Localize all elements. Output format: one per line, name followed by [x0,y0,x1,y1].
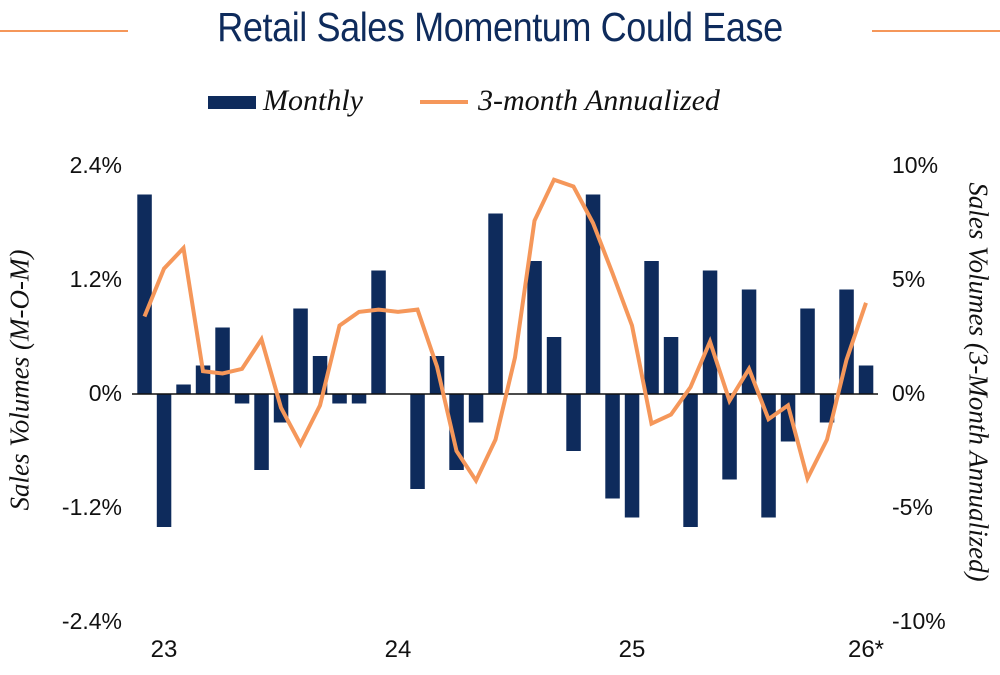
chart-title: Retail Sales Momentum Could Ease [217,4,783,50]
y-tick-left: -2.4% [61,608,122,634]
bar-monthly [137,194,152,394]
bar-monthly [215,327,230,394]
x-tick: 25 [618,636,646,663]
monthly-bars [137,194,874,527]
bar-monthly [702,270,718,394]
bar-monthly [722,394,737,480]
bar-monthly [410,394,425,489]
legend-label-annualized: 3-month Annualized [478,84,720,117]
bar-monthly [858,365,874,394]
y-tick-left: 1.2% [69,266,122,292]
bar-monthly [800,308,815,394]
bar-monthly [156,394,172,527]
bar-monthly [546,337,562,394]
bar-monthly [254,394,269,470]
x-tick: 24 [384,636,412,663]
y-tick-left: -1.2% [61,494,122,520]
bar-monthly [449,394,464,470]
y-tick-right: 10% [892,152,939,178]
bar-monthly [371,270,386,394]
bar-monthly [683,394,698,527]
bar-monthly [605,394,620,499]
title-rule-right [872,30,1000,32]
bar-monthly [585,194,601,394]
y-tick-right: 0% [892,380,926,406]
y-tick-right: -5% [892,494,933,520]
bar-monthly [644,261,659,394]
bar-monthly [293,308,308,394]
title-rule-left [0,30,128,32]
bar-monthly [741,289,757,394]
y-tick-right: 5% [892,266,926,292]
x-tick: 26* [847,636,885,663]
bar-monthly [234,394,250,404]
bar-monthly [663,337,679,394]
y-tick-right: -10% [892,608,946,634]
bar-monthly [351,394,367,404]
bar-monthly [566,394,581,451]
bar-monthly [488,213,503,394]
chart-header: Retail Sales Momentum Could Ease [0,0,1000,62]
legend-label-monthly: Monthly [263,84,363,117]
legend-swatch-annualized [420,100,468,104]
bar-monthly [176,384,191,394]
bar-monthly [624,394,640,518]
bar-monthly [332,394,347,404]
legend-swatch-monthly [208,96,256,109]
y-tick-left: 2.4% [69,152,122,178]
y-tick-left: 0% [88,380,122,406]
bar-monthly [761,394,776,518]
bar-monthly [468,394,484,423]
annualized-line [142,177,868,485]
x-tick: 23 [150,636,178,663]
bar-monthly [527,261,542,394]
bar-monthly [819,394,835,423]
legend: Monthly 3-month Annualized [0,82,1000,118]
